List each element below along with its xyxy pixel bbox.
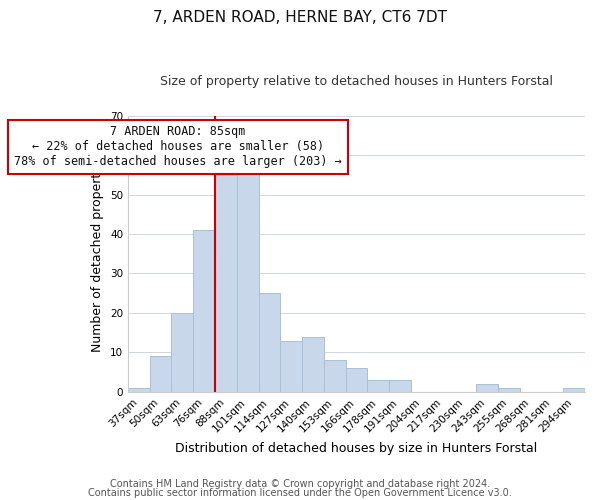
Bar [563,388,585,392]
Bar [476,384,498,392]
Text: 7 ARDEN ROAD: 85sqm
← 22% of detached houses are smaller (58)
78% of semi-detach: 7 ARDEN ROAD: 85sqm ← 22% of detached ho… [14,126,342,168]
Text: 7, ARDEN ROAD, HERNE BAY, CT6 7DT: 7, ARDEN ROAD, HERNE BAY, CT6 7DT [153,10,447,25]
Bar [193,230,215,392]
Bar [237,163,259,392]
X-axis label: Distribution of detached houses by size in Hunters Forstal: Distribution of detached houses by size … [175,442,538,455]
Bar [367,380,389,392]
Title: Size of property relative to detached houses in Hunters Forstal: Size of property relative to detached ho… [160,75,553,88]
Bar [389,380,411,392]
Bar [259,293,280,392]
Bar [150,356,172,392]
Bar [172,313,193,392]
Bar [324,360,346,392]
Bar [302,336,324,392]
Bar [346,368,367,392]
Bar [128,388,150,392]
Text: Contains public sector information licensed under the Open Government Licence v3: Contains public sector information licen… [88,488,512,498]
Bar [280,340,302,392]
Bar [215,175,237,392]
Text: Contains HM Land Registry data © Crown copyright and database right 2024.: Contains HM Land Registry data © Crown c… [110,479,490,489]
Y-axis label: Number of detached properties: Number of detached properties [91,156,104,352]
Bar [498,388,520,392]
